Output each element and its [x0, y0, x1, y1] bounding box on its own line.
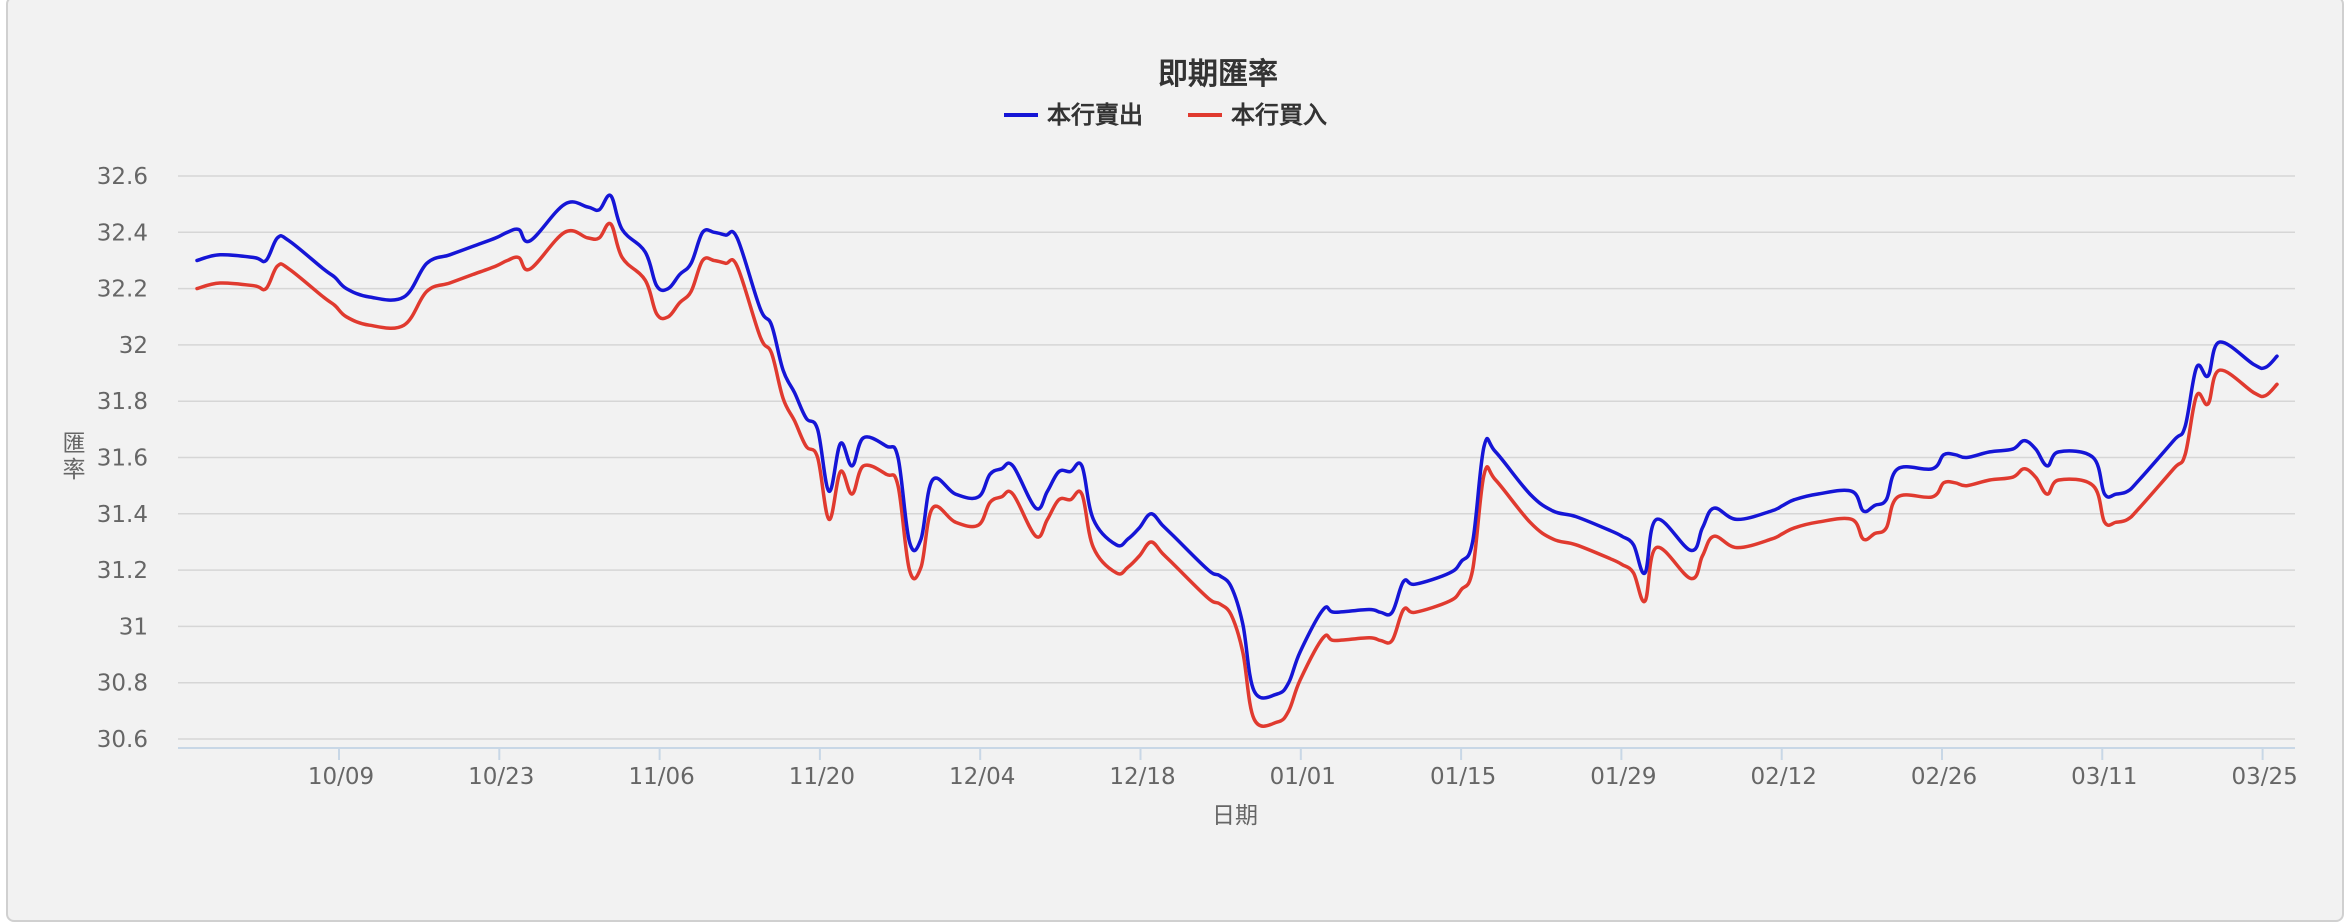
y-tick-label: 31.8: [97, 389, 148, 415]
x-tick-label: 01/15: [1430, 764, 1496, 790]
x-tick-label: 03/25: [2231, 764, 2297, 790]
y-tick-label: 31: [119, 614, 148, 640]
legend[interactable]: 本行賣出 本行買入: [1004, 101, 1327, 129]
x-tick-label: 12/04: [949, 764, 1015, 790]
x-tick-label: 03/11: [2071, 764, 2137, 790]
y-tick-label: 30.8: [97, 671, 148, 697]
grid-lines: [178, 175, 2295, 740]
x-axis-ticks: 10/09 10/23 11/06 11/20 12/04 12/18 01/01 01/15…: [308, 748, 2298, 790]
y-tick-label: 31.6: [97, 446, 148, 472]
chart-canvas: 即期匯率 本行賣出 本行買入 32.6 32.4 32.2 32 31.8 31.6 31.…: [63, 57, 2298, 829]
series-lines[interactable]: [195, 193, 2279, 728]
x-tick-label: 11/20: [789, 764, 855, 790]
chart-title: 即期匯率: [1158, 57, 1278, 92]
y-tick-label: 30.6: [97, 727, 148, 753]
x-tick-label: 12/18: [1109, 764, 1175, 790]
y-tick-label: 32.6: [97, 164, 148, 190]
legend-label-sell[interactable]: 本行賣出: [1047, 101, 1143, 129]
legend-label-buy[interactable]: 本行買入: [1231, 101, 1327, 129]
x-tick-label: 01/29: [1590, 764, 1656, 790]
x-axis-title: 日期: [1212, 803, 1258, 829]
chart-panel: 即期匯率 本行賣出 本行買入 32.6 32.4 32.2 32 31.8 31.6 31.…: [6, 0, 2344, 922]
series-line-buy[interactable]: [195, 221, 2279, 728]
y-tick-label: 32: [119, 333, 148, 359]
y-tick-label: 31.2: [97, 558, 148, 584]
y-tick-label: 31.4: [97, 502, 148, 528]
x-tick-label: 02/12: [1751, 764, 1817, 790]
y-tick-label: 32.2: [97, 277, 148, 303]
y-axis-tick-labels: 32.6 32.4 32.2 32 31.8 31.6 31.4 31.2 31 30.8 30.6: [97, 164, 148, 753]
y-axis-title: 匯率: [63, 431, 86, 483]
series-line-sell[interactable]: [195, 193, 2279, 700]
x-tick-label: 11/06: [628, 764, 694, 790]
y-tick-label: 32.4: [97, 220, 148, 246]
x-tick-label: 10/09: [308, 764, 374, 790]
x-tick-label: 02/26: [1911, 764, 1977, 790]
x-tick-label: 01/01: [1270, 764, 1336, 790]
x-tick-label: 10/23: [468, 764, 534, 790]
